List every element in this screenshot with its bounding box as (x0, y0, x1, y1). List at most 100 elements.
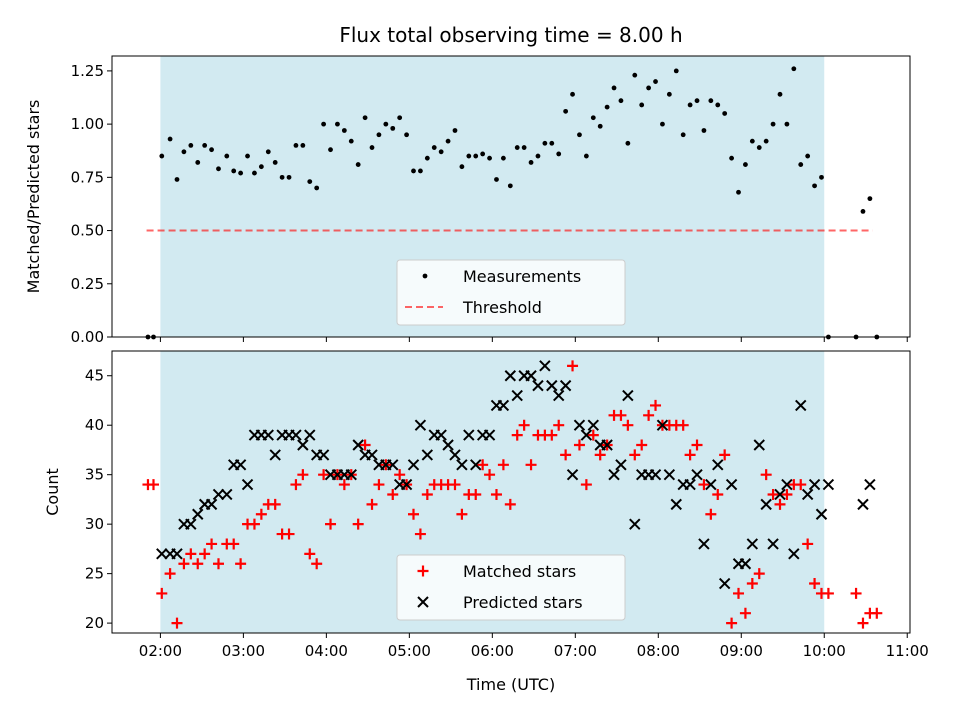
data-point (483, 429, 496, 441)
data-point (666, 91, 672, 97)
y-axis-label: Count (43, 468, 62, 516)
data-point (795, 399, 807, 412)
data-point (245, 153, 250, 159)
data-point (490, 488, 502, 500)
legend-key-predicted (417, 596, 429, 608)
data-point (871, 607, 883, 619)
data-point (407, 508, 419, 520)
data-point (597, 123, 603, 129)
data-point (739, 558, 752, 570)
data-point (739, 607, 751, 619)
axes-frame (111, 55, 911, 338)
data-point (553, 389, 565, 402)
data-point (404, 132, 409, 138)
data-point (466, 153, 472, 159)
data-point (770, 121, 776, 127)
data-point (746, 578, 758, 590)
data-point (521, 145, 527, 150)
data-point (202, 143, 208, 148)
data-point (777, 91, 783, 97)
data-point (573, 439, 585, 451)
data-point (192, 558, 204, 570)
data-point (449, 479, 461, 491)
data-point (192, 508, 204, 520)
legend-box (396, 554, 626, 621)
data-point (387, 459, 399, 471)
x-tick-label: 03:00 (222, 642, 265, 660)
data-point (171, 617, 183, 629)
data-point (178, 558, 190, 570)
data-point (452, 128, 458, 133)
data-point (212, 488, 225, 501)
data-point (559, 379, 572, 392)
data-point (348, 138, 354, 144)
data-point (781, 488, 793, 500)
data-point (815, 508, 828, 520)
data-point (265, 149, 271, 155)
x-tick-label: 04:00 (305, 642, 348, 660)
data-point (424, 155, 430, 161)
data-point (532, 379, 544, 392)
data-point (234, 459, 247, 471)
data-point (442, 439, 454, 451)
data-point (272, 160, 278, 165)
y-tick-label: 25 (85, 565, 104, 583)
data-point (867, 196, 873, 202)
y-tick-label: 0.75 (71, 168, 104, 186)
data-point (321, 121, 327, 127)
data-point (212, 558, 224, 570)
data-point (701, 128, 707, 133)
data-point (722, 111, 728, 116)
x-tick-label: 09:00 (720, 642, 763, 660)
data-point (622, 419, 634, 431)
data-point (756, 145, 762, 150)
data-point (369, 145, 375, 150)
data-point (418, 168, 423, 174)
data-point (822, 587, 834, 599)
data-point (753, 568, 765, 580)
data-point (525, 459, 537, 471)
data-point (300, 143, 306, 148)
data-point (525, 370, 537, 382)
y-tick-label: 45 (85, 367, 104, 385)
x-axis-label: Time (UTC) (466, 675, 555, 694)
data-point (760, 469, 772, 481)
data-point (435, 429, 447, 441)
data-point (383, 121, 389, 127)
chart-title: Flux total observing time = 8.00 h (339, 23, 682, 47)
data-point (546, 379, 558, 392)
data-point (456, 459, 468, 471)
data-point (394, 469, 406, 481)
data-point (504, 370, 517, 382)
data-point (573, 419, 586, 431)
data-point (594, 449, 606, 461)
data-point (549, 140, 555, 146)
data-point (791, 66, 797, 72)
data-point (507, 183, 513, 189)
y-tick-label: 1.25 (71, 62, 104, 80)
data-point (629, 449, 641, 461)
data-point (411, 168, 416, 174)
data-point (733, 587, 745, 599)
bottom-panel: 20 25 30 35 40 45 02:00 03:00 04:00 05:00 06:00 07:… (43, 350, 929, 660)
data-point (712, 459, 724, 471)
data-point (850, 587, 862, 599)
data-point (185, 548, 197, 560)
data-point (480, 151, 486, 157)
data-point (459, 164, 465, 170)
data-point (238, 170, 244, 176)
data-point (156, 587, 168, 599)
data-point (514, 145, 520, 150)
data-point (205, 498, 218, 511)
data-point (712, 488, 724, 500)
data-point (269, 498, 281, 510)
data-point (209, 147, 214, 153)
data-point (494, 177, 499, 182)
x-tick-label: 06:00 (471, 642, 514, 660)
data-point (470, 488, 482, 500)
data-point (556, 151, 562, 157)
data-point (338, 479, 350, 491)
data-point (438, 149, 444, 155)
data-point (719, 449, 731, 461)
data-point (632, 72, 638, 78)
